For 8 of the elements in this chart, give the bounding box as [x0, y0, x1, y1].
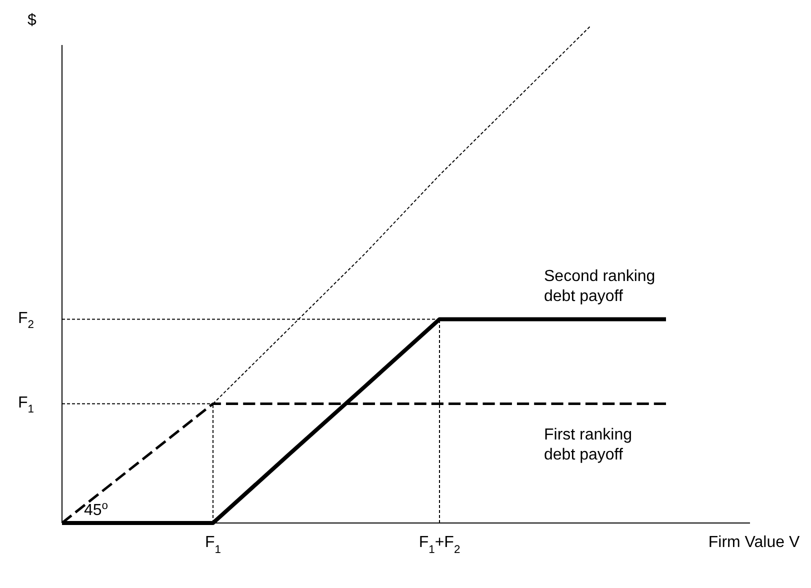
- annotation: 45$^{o}$: [84, 500, 108, 519]
- series-label: Second ranking debt payoff: [544, 268, 656, 306]
- ref-line-label: F$_{2}$: [18, 310, 34, 332]
- x-tick-label: F$_{1}$+F$_{2}$: [418, 534, 460, 556]
- ref-line-label: F$_{1}$: [18, 394, 34, 416]
- series-label: First ranking debt payoff: [544, 426, 632, 464]
- y-axis-title: $: [28, 12, 37, 29]
- x-axis-title: Firm Value V: [708, 534, 800, 551]
